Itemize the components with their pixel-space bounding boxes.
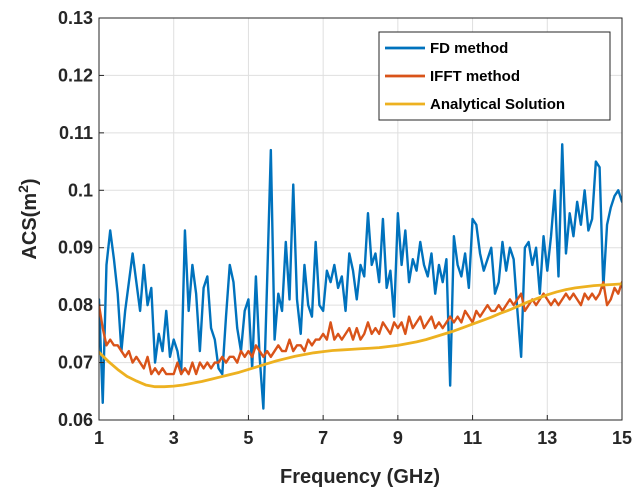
analytical-solution-line xyxy=(99,282,622,389)
x-tick-label: 15 xyxy=(612,428,632,448)
legend-label-analytical: Analytical Solution xyxy=(430,96,565,113)
axis-ticks xyxy=(98,17,623,421)
y-tick-label: 0.09 xyxy=(58,238,93,258)
y-axis-title-sup: 2 xyxy=(15,185,31,193)
x-tick-label: 9 xyxy=(393,428,403,448)
legend: FD method IFFT method Analytical Solutio… xyxy=(378,31,611,121)
y-tick-label: 0.12 xyxy=(58,65,93,85)
y-tick-label: 0.13 xyxy=(58,8,93,28)
y-tick-label: 0.11 xyxy=(59,123,93,143)
x-axis-title: Frequency (GHz) xyxy=(280,466,440,488)
legend-label-ifft: IFFT method xyxy=(430,68,520,85)
x-tick-label: 3 xyxy=(169,428,179,448)
x-tick-label: 11 xyxy=(463,428,482,448)
x-tick-label: 1 xyxy=(94,428,104,448)
x-tick-label: 7 xyxy=(318,428,328,448)
series-layer xyxy=(99,143,622,410)
y-tick-label: 0.07 xyxy=(58,353,93,373)
ifft-method-line xyxy=(99,280,622,376)
legend-label-fd: FD method xyxy=(430,40,508,57)
y-axis-title-main: ACS(m xyxy=(19,193,41,260)
y-tick-label: 0.06 xyxy=(58,410,93,430)
y-axis-title: ACS(m2) xyxy=(15,178,41,259)
plot-frame xyxy=(98,17,623,421)
y-tick-label: 0.08 xyxy=(58,295,93,315)
fd-method-line xyxy=(99,143,622,410)
x-tick-label: 5 xyxy=(243,428,253,448)
y-tick-label: 0.1 xyxy=(68,180,93,200)
x-tick-label: 13 xyxy=(537,428,557,448)
tick-labels: 1 3 5 7 9 11 13 150.060.070.080.090.10.110.120.… xyxy=(58,8,632,448)
y-axis-title-close: ) xyxy=(19,178,41,185)
